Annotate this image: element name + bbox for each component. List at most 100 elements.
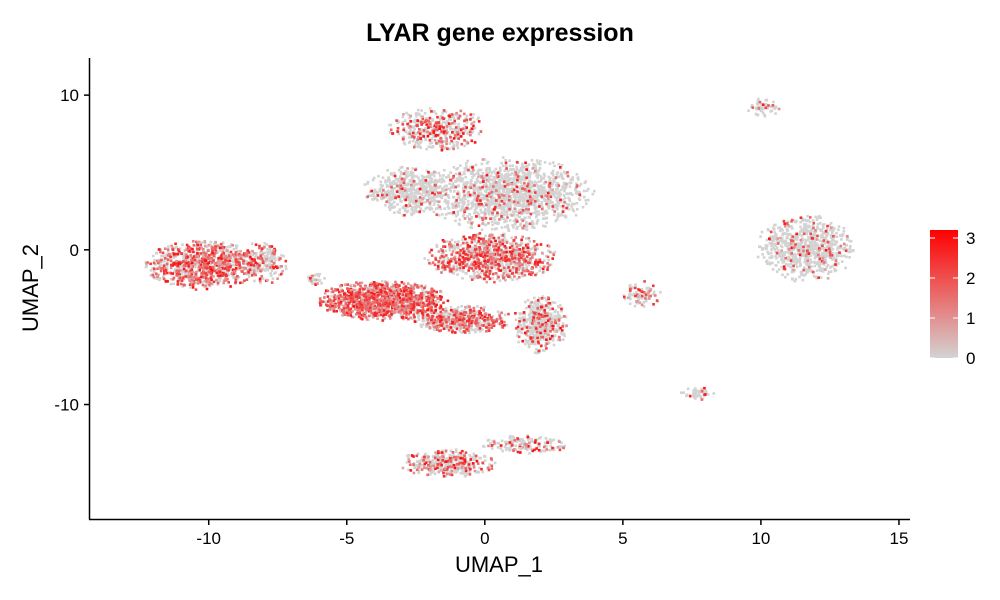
cell-point [515,165,518,169]
cell-point [474,197,477,201]
cell-point [490,178,494,182]
cell-point [469,181,472,184]
cell-point [527,222,530,225]
cell-point [472,189,476,192]
cell-point [412,211,416,215]
cell-point [804,260,808,263]
cell-point [464,128,468,131]
cell-point [266,248,269,251]
cell-point [488,176,491,180]
cell-point [155,251,158,255]
scatter-points [144,97,855,478]
cell-point [454,206,458,209]
cell-point [773,223,776,227]
cell-point [448,134,452,137]
cell-point [796,243,799,246]
cell-point [491,187,495,190]
cell-point [528,216,531,219]
cell-point [442,194,445,197]
cell-point [562,198,565,201]
cell-point [523,177,527,180]
cell-point [439,455,443,459]
cell-point [508,219,512,222]
cell-point [413,282,417,285]
cell-point [443,207,446,210]
cell-point [461,207,464,210]
cell-point [514,264,518,267]
cell-point [553,203,556,207]
cell-point [514,195,518,198]
cell-point [443,146,446,149]
cell-point [172,282,175,286]
cell-point [443,117,447,120]
cell-point [528,339,531,343]
cell-point [491,208,494,212]
cell-point [815,218,819,221]
cell-point [819,254,822,258]
cell-point [530,158,534,162]
cell-point [355,288,358,292]
cell-point [437,300,440,304]
cell-point [534,168,538,171]
cell-point [266,268,270,272]
cell-point [556,204,560,208]
cell-point [533,301,537,305]
cell-point [824,236,827,240]
cell-point [826,264,830,267]
cell-point [441,111,444,115]
cell-point [509,242,512,245]
cell-point [553,177,557,181]
cell-point [531,309,535,313]
cell-point [823,232,827,235]
cell-point [813,232,816,236]
cell-point [181,243,184,246]
cell-point [441,187,444,191]
cell-point [414,207,417,210]
cell-point [829,228,832,232]
cell-point [798,257,802,261]
cell-point [425,175,428,178]
cell-point [390,296,394,299]
cell-point [516,225,519,229]
cell-point [533,338,537,342]
cell-point [417,471,421,475]
cell-point [385,183,389,187]
cell-point [411,120,414,123]
cell-point [780,237,784,240]
cell-point [471,131,474,134]
cell-point [525,228,529,231]
cell-point [446,202,450,206]
cell-point [536,319,539,322]
cell-point [521,203,524,207]
cell-point [397,299,401,302]
cell-point [224,247,227,250]
cell-point [456,167,460,170]
cell-point [821,231,825,234]
cell-point [523,321,526,325]
cell-point [527,211,531,215]
cell-point [454,219,457,223]
cell-point [557,313,560,317]
cell-point [421,188,424,191]
cell-point [444,249,447,253]
cell-point [457,127,461,131]
cell-point [797,251,801,255]
cell-point [460,177,463,180]
cell-point [553,317,557,321]
cell-point [506,170,510,173]
cell-point [207,262,211,266]
cell-point [530,342,533,345]
cell-point [821,240,824,244]
cell-point [760,109,764,113]
cell-point [814,275,817,279]
cell-point [473,276,476,280]
cell-point [461,205,464,208]
cell-point [824,261,828,265]
cell-point [535,348,538,351]
cell-point [218,249,222,252]
cell-point [232,247,236,251]
cell-point [552,213,556,217]
cell-point [442,174,445,177]
cell-point [503,174,506,178]
cell-point [487,171,490,175]
